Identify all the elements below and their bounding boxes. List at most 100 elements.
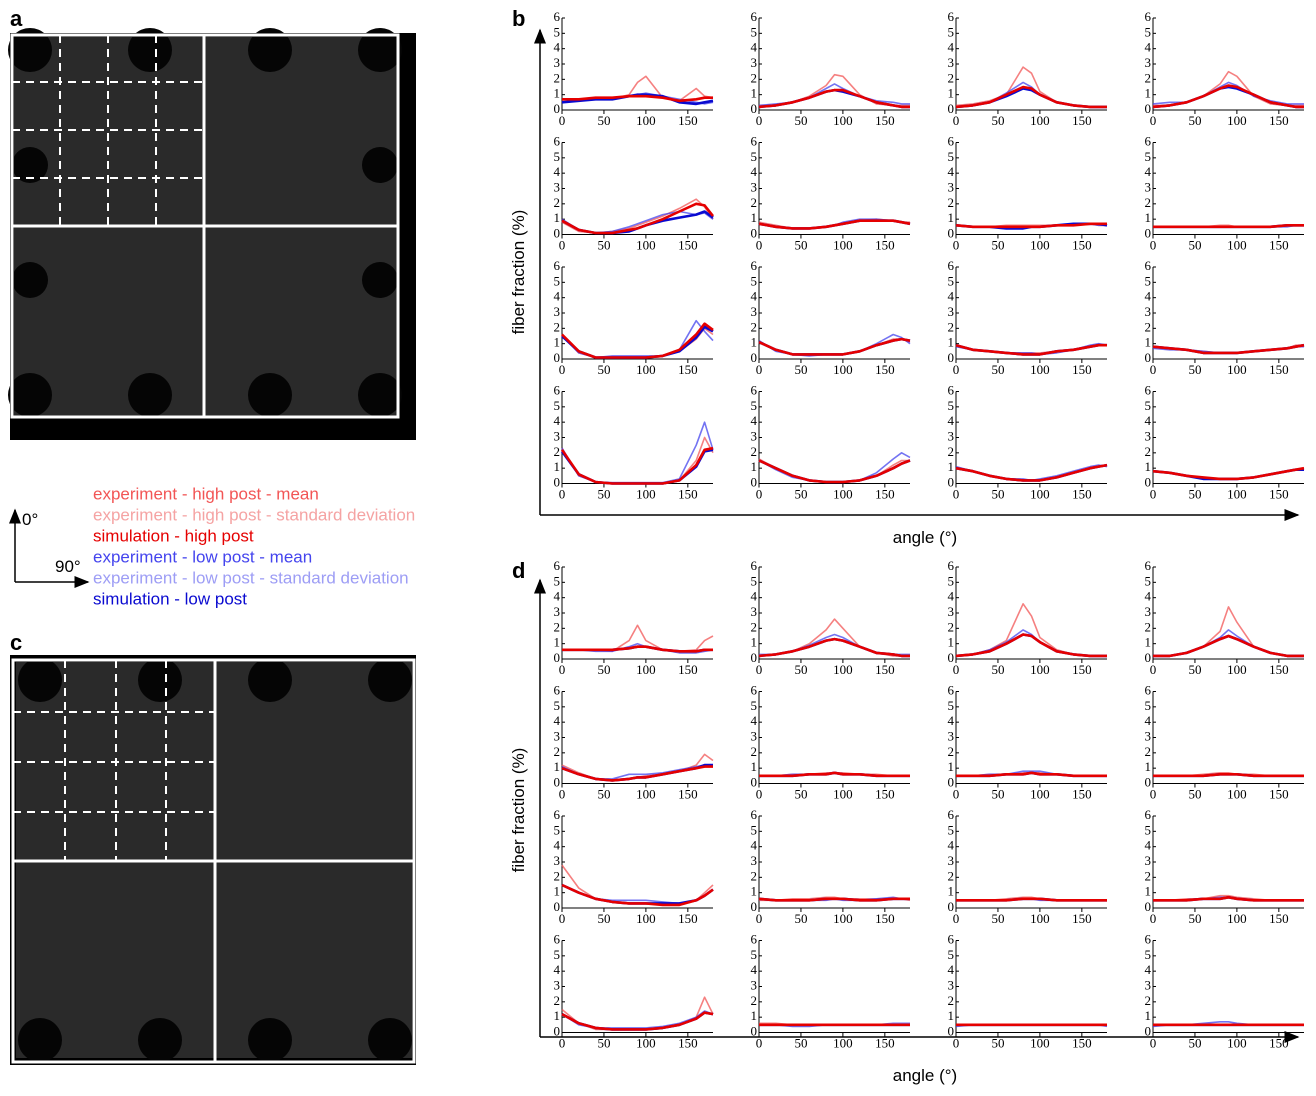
x-tick-label: 100: [1030, 486, 1050, 501]
y-tick-label: 4: [751, 589, 758, 604]
x-tick-label: 100: [833, 786, 853, 801]
y-tick-label: 6: [948, 9, 955, 24]
x-tick-label: 0: [953, 786, 960, 801]
x-tick-label: 150: [1269, 362, 1289, 377]
x-tick-label: 100: [833, 362, 853, 377]
y-tick-label: 5: [751, 398, 758, 413]
x-tick-label: 0: [559, 486, 566, 501]
x-tick-label: 150: [875, 362, 895, 377]
y-tick-label: 1: [1145, 759, 1152, 774]
experiment-line: [1153, 629, 1304, 657]
y-tick-label: 4: [554, 164, 561, 179]
y-tick-label: 1: [751, 459, 758, 474]
x-tick-label: 50: [1188, 113, 1201, 128]
simulation-line: [561, 202, 715, 235]
simulation-line: [956, 771, 1107, 778]
y-tick-label: 2: [1145, 319, 1152, 334]
x-tick-label: 0: [559, 911, 566, 926]
x-tick-label: 0: [953, 362, 960, 377]
simulation-line: [955, 633, 1107, 658]
simulation-line: [561, 765, 713, 782]
x-tick-label: 150: [1072, 662, 1092, 677]
x-tick-label: 150: [1269, 911, 1289, 926]
simulation-line: [758, 637, 910, 658]
legend-entry: simulation - high post: [93, 526, 254, 545]
x-tick-label: 50: [991, 786, 1004, 801]
y-tick-label: 4: [751, 962, 758, 977]
y-tick-label: 3: [948, 977, 955, 992]
y-tick-label: 4: [554, 40, 561, 55]
y-tick-label: 3: [1145, 853, 1152, 868]
y-tick-label: 2: [948, 70, 955, 85]
y-tick-label: 5: [751, 573, 758, 588]
x-tick-label: 100: [833, 237, 853, 252]
panel-label: d: [512, 558, 525, 583]
y-tick-label: 1: [1145, 86, 1152, 101]
y-tick-label: 5: [554, 573, 561, 588]
simulation-line: [758, 459, 911, 484]
x-tick-label: 100: [636, 1035, 656, 1050]
y-tick-label: 5: [554, 24, 561, 39]
x-tick-label: 50: [794, 113, 807, 128]
y-tick-label: 0: [751, 1023, 758, 1038]
simulation-line: [562, 94, 713, 103]
x-tick-label: 50: [794, 486, 807, 501]
experiment-line: [561, 421, 714, 484]
y-tick-label: 2: [751, 195, 758, 210]
y-tick-label: 0: [1145, 1023, 1152, 1038]
x-tick-label: 0: [756, 662, 763, 677]
y-tick-label: 5: [751, 822, 758, 837]
x-tick-label: 150: [1072, 486, 1092, 501]
x-tick-label: 150: [1269, 113, 1289, 128]
orientation-label: 0°: [22, 510, 38, 529]
y-tick-label: 2: [751, 444, 758, 459]
y-tick-label: 3: [554, 428, 561, 443]
y-tick-label: 3: [948, 55, 955, 70]
y-tick-label: 5: [554, 822, 561, 837]
y-tick-label: 0: [948, 650, 955, 665]
y-tick-label: 0: [751, 774, 758, 789]
simulation-line: [1153, 634, 1304, 658]
simulation-line: [561, 93, 714, 106]
panel-label: c: [10, 630, 22, 655]
y-tick-label: 1: [1145, 884, 1152, 899]
x-tick-label: 50: [1188, 911, 1201, 926]
y-tick-label: 3: [1145, 428, 1152, 443]
y-tick-label: 0: [751, 899, 758, 914]
simulation-line: [1153, 773, 1304, 778]
x-tick-label: 50: [794, 237, 807, 252]
y-tick-label: 2: [1145, 868, 1152, 883]
y-tick-label: 3: [1145, 304, 1152, 319]
y-tick-label: 5: [1145, 573, 1152, 588]
y-tick-label: 3: [1145, 179, 1152, 194]
x-tick-label: 100: [1227, 486, 1247, 501]
orientation-label: 90°: [55, 557, 81, 576]
y-tick-label: 3: [751, 604, 758, 619]
y-tick-label: 0: [751, 225, 758, 240]
y-tick-label: 0: [1145, 101, 1152, 116]
y-tick-label: 3: [1145, 604, 1152, 619]
y-tick-label: 5: [554, 273, 561, 288]
x-tick-label: 50: [597, 786, 610, 801]
y-tick-label: 0: [1145, 225, 1152, 240]
y-tick-label: 6: [554, 931, 561, 946]
y-tick-label: 5: [1145, 149, 1152, 164]
x-tick-label: 150: [875, 113, 895, 128]
y-tick-label: 2: [751, 619, 758, 634]
x-tick-label: 50: [1188, 786, 1201, 801]
x-tick-label: 0: [953, 237, 960, 252]
y-tick-label: 1: [554, 635, 561, 650]
x-tick-label: 100: [1227, 1035, 1247, 1050]
x-tick-label: 100: [1227, 362, 1247, 377]
x-tick-label: 100: [636, 113, 656, 128]
y-tick-label: 4: [1145, 40, 1152, 55]
simulation-line: [562, 645, 713, 653]
y-tick-label: 6: [554, 9, 561, 24]
x-tick-label: 150: [678, 1035, 698, 1050]
x-tick-label: 150: [875, 911, 895, 926]
y-tick-label: 4: [948, 289, 955, 304]
x-tick-label: 150: [678, 662, 698, 677]
y-tick-label: 6: [751, 133, 758, 148]
x-tick-label: 0: [756, 786, 763, 801]
y-tick-label: 6: [554, 382, 561, 397]
